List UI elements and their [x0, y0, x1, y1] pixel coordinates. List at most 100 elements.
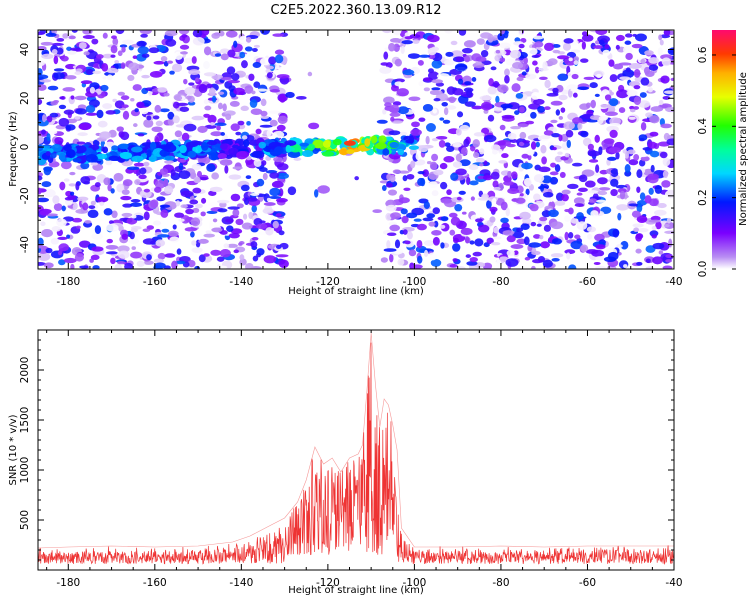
- spectrogram-cell: [500, 103, 513, 109]
- spectrogram-cell: [82, 202, 89, 211]
- spectrogram-cell: [433, 169, 444, 176]
- spectrogram-cell: [512, 231, 525, 239]
- snr-trace: [38, 332, 674, 566]
- spectrogram-cell: [542, 259, 553, 268]
- colorbar-tick-label: 0.0: [697, 261, 709, 278]
- spectrogram-cell: [201, 197, 207, 204]
- spectrogram-cell: [89, 86, 96, 94]
- spectrogram-cell: [99, 201, 105, 206]
- spectrogram-cell: [659, 39, 664, 46]
- spectrogram-cell: [78, 42, 87, 49]
- spectrogram-cell: [42, 114, 47, 123]
- spectrogram-cell: [272, 220, 279, 229]
- spectrogram-cell: [38, 197, 49, 203]
- spectrogram-cell: [204, 124, 217, 129]
- spectrogram-cell: [153, 258, 165, 264]
- spectrogram-cell: [408, 249, 417, 257]
- spectrogram-cell: [380, 257, 388, 263]
- spectrogram-cell: [85, 68, 94, 75]
- spectrogram-cell: [618, 107, 626, 114]
- spectrogram-cell: [277, 115, 288, 125]
- spectrogram-cell: [463, 138, 470, 148]
- spectrogram-cell: [398, 197, 410, 204]
- spectrogram-cell: [501, 114, 515, 119]
- x-tick-label: -40: [665, 577, 682, 589]
- spectrogram-signal-cell: [312, 139, 325, 149]
- spectrogram-cell: [178, 162, 184, 171]
- spectrogram-cell: [645, 258, 651, 264]
- spectrogram-cell: [244, 85, 254, 94]
- spectrogram-cell: [610, 168, 618, 175]
- spectrogram-image: [38, 30, 674, 269]
- spectrogram-cell: [471, 77, 477, 82]
- spectrogram-cell: [594, 134, 600, 143]
- spectrogram-signal-cell: [343, 140, 356, 146]
- spectrogram-cell: [552, 49, 561, 54]
- spectrogram-cell: [428, 181, 438, 189]
- spectrogram-cell: [179, 106, 190, 112]
- spectrogram-cell: [564, 152, 570, 158]
- spectrogram-cell: [154, 104, 162, 113]
- spectrogram-cell: [557, 151, 563, 155]
- spectrogram-cell: [49, 112, 59, 118]
- spectrogram-cell: [406, 173, 415, 180]
- spectrogram-cell: [636, 186, 641, 193]
- colorbar-tick-label: 0.4: [697, 118, 709, 135]
- spectrogram-cell: [586, 226, 597, 233]
- spectrogram-cell: [530, 141, 537, 150]
- spectrogram-cell: [636, 204, 643, 213]
- spectrogram-cell: [493, 186, 501, 191]
- spectrogram-cell: [595, 244, 606, 250]
- spectrogram-cell: [397, 258, 405, 266]
- spectrogram-cell: [625, 33, 633, 38]
- spectrogram-cell: [51, 49, 58, 55]
- spectrogram-cell: [527, 47, 538, 56]
- spectrogram-cell: [429, 89, 443, 96]
- spectrogram-cell: [440, 181, 448, 190]
- spectrogram-cell: [212, 218, 218, 223]
- y-tick-label: 20: [19, 92, 31, 105]
- spectrogram-cell: [631, 43, 643, 49]
- spectrogram-cell: [631, 210, 641, 218]
- spectrogram-cell: [388, 42, 396, 52]
- spectrogram-cell: [444, 142, 451, 147]
- spectrogram-cell: [393, 43, 400, 53]
- spectrogram-cell: [640, 77, 650, 86]
- spectrogram-cell: [241, 222, 253, 230]
- spectrogram-cell: [476, 38, 485, 45]
- spectrogram-cell: [662, 265, 673, 269]
- spectrogram-cell: [581, 41, 586, 50]
- spectrogram-cell: [528, 183, 534, 191]
- spectrogram-cell: [539, 135, 551, 140]
- spectrogram-cell: [568, 232, 574, 239]
- spectrogram-signal-cell: [338, 148, 349, 155]
- spectrogram-cell: [572, 92, 578, 98]
- spectrogram-cell: [227, 79, 240, 84]
- spectrogram-cell: [41, 229, 53, 238]
- spectrogram-cell: [198, 84, 208, 94]
- spectrogram-cell: [245, 158, 254, 165]
- spectrogram-cell: [472, 251, 482, 257]
- spectrogram-signal-cell: [206, 140, 218, 146]
- spectrogram-panel: -180 -160 -140 -120 -100 -80 -60 -40 -40 -20 0 20 4…: [8, 29, 683, 297]
- x-tick-label: -140: [229, 276, 253, 288]
- spectrogram-cell: [552, 87, 559, 93]
- spectrogram-cell: [628, 116, 636, 120]
- spectrogram-cell: [117, 250, 130, 259]
- spectrogram-cell: [507, 132, 517, 140]
- spectrogram-cell: [106, 238, 113, 244]
- spectrogram-cell: [554, 164, 561, 173]
- spectrogram-cell: [624, 40, 632, 45]
- spectrogram-cell: [446, 145, 455, 153]
- spectrogram-cell: [525, 120, 535, 125]
- spectrogram-cell: [183, 123, 197, 132]
- spectrogram-cell: [576, 221, 588, 231]
- spectrogram-cell: [639, 192, 646, 201]
- snr-y-label: SNR (10 * v/v): [8, 414, 19, 485]
- spectrogram-cell: [595, 30, 608, 36]
- spectrogram-cell: [662, 170, 669, 179]
- spectrogram-cell: [203, 72, 217, 77]
- spectrogram-cell: [633, 106, 640, 110]
- spectrogram-cell: [391, 120, 403, 124]
- spectrogram-cell: [436, 73, 450, 80]
